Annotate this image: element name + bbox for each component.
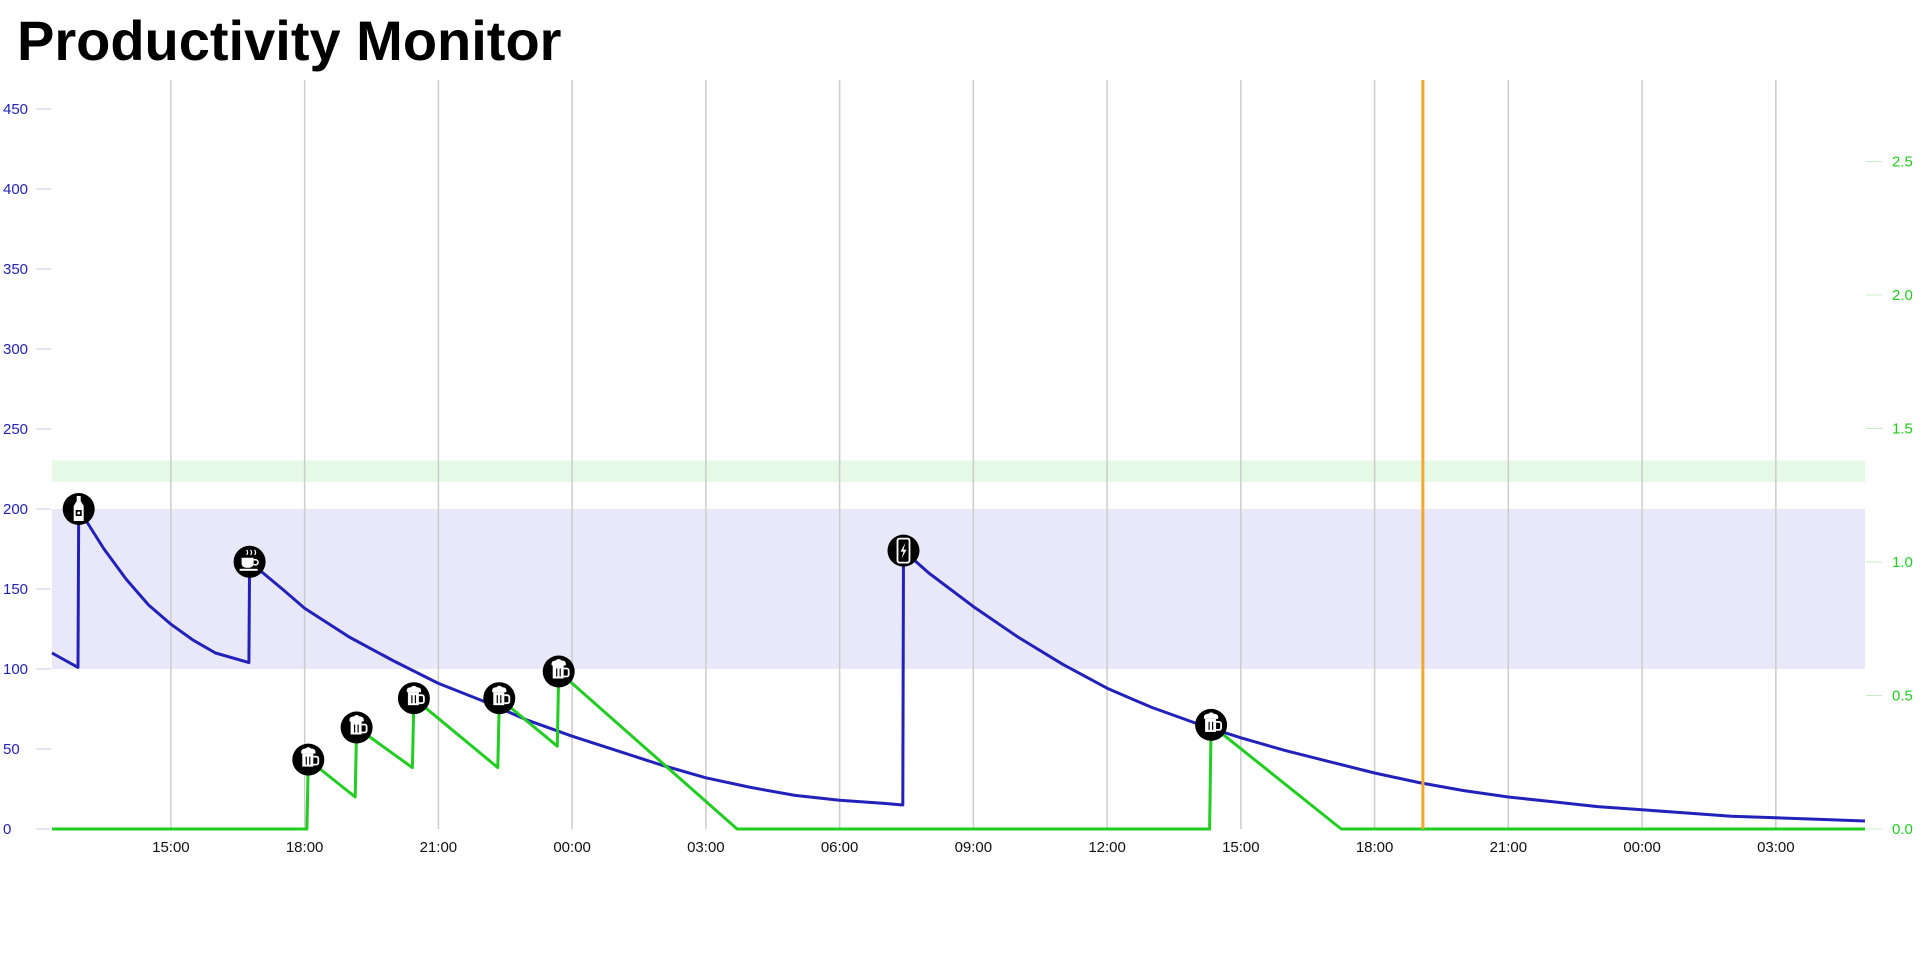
y-left-tick-label: 350 xyxy=(3,261,28,278)
beer-mug-icon xyxy=(292,743,325,776)
x-tick-label: 00:00 xyxy=(553,839,591,856)
alcohol-axis: 0.0 0.5 1.0 1.5 2.0 2.5 xyxy=(1866,154,1913,838)
x-tick-label: 06:00 xyxy=(821,839,859,856)
coffee-cup-icon xyxy=(233,545,266,578)
series-lines xyxy=(51,507,1866,831)
alcohol-series-line xyxy=(52,670,1865,831)
y-right-tick-label: 0.0 xyxy=(1892,821,1913,838)
time-axis: 15:00 18:00 21:00 00:00 03:00 06:00 09:00 12:00… xyxy=(152,839,1794,856)
caffeine-target-band xyxy=(52,509,1865,669)
y-left-tick-label: 250 xyxy=(3,421,28,438)
x-tick-label: 12:00 xyxy=(1088,839,1126,856)
beer-mug-icon xyxy=(483,682,516,715)
x-tick-label: 15:00 xyxy=(152,839,190,856)
y-left-tick-label: 200 xyxy=(3,501,28,518)
caffeine-axis: 0 50 100 150 200 250 300 350 400 450 xyxy=(3,101,51,838)
target-bands xyxy=(52,460,1865,669)
beer-mug-icon xyxy=(397,682,430,715)
x-tick-label: 15:00 xyxy=(1222,839,1260,856)
bottle-icon xyxy=(62,493,95,525)
x-tick-label: 03:00 xyxy=(1757,839,1795,856)
y-left-tick-label: 450 xyxy=(3,101,28,118)
x-tick-label: 21:00 xyxy=(1490,839,1528,856)
y-left-tick-label: 300 xyxy=(3,341,28,358)
alcohol-target-band xyxy=(52,460,1865,482)
x-tick-label: 09:00 xyxy=(955,839,993,856)
page-title: Productivity Monitor xyxy=(17,9,562,72)
caffeine-series-line xyxy=(51,507,1866,823)
y-left-tick-label: 150 xyxy=(3,581,28,598)
y-right-tick-label: 1.0 xyxy=(1892,554,1913,571)
beer-mug-icon xyxy=(542,655,575,688)
beer-mug-icon xyxy=(340,711,373,744)
energy-drink-icon xyxy=(887,534,920,567)
y-left-tick-label: 0 xyxy=(3,821,11,838)
x-tick-label: 18:00 xyxy=(286,839,324,856)
y-left-tick-label: 50 xyxy=(3,741,20,758)
x-tick-label: 00:00 xyxy=(1623,839,1661,856)
y-right-tick-label: 2.0 xyxy=(1892,287,1913,304)
intake-markers xyxy=(62,493,1228,776)
y-right-tick-label: 0.5 xyxy=(1892,688,1913,705)
y-left-tick-label: 100 xyxy=(3,661,28,678)
beer-mug-icon xyxy=(1195,708,1228,741)
x-tick-label: 18:00 xyxy=(1356,839,1394,856)
y-right-tick-label: 2.5 xyxy=(1892,154,1913,171)
x-tick-label: 21:00 xyxy=(420,839,458,856)
x-tick-label: 03:00 xyxy=(687,839,725,856)
vertical-gridlines xyxy=(170,80,1777,829)
y-right-tick-label: 1.5 xyxy=(1892,421,1913,438)
y-left-tick-label: 400 xyxy=(3,181,28,198)
